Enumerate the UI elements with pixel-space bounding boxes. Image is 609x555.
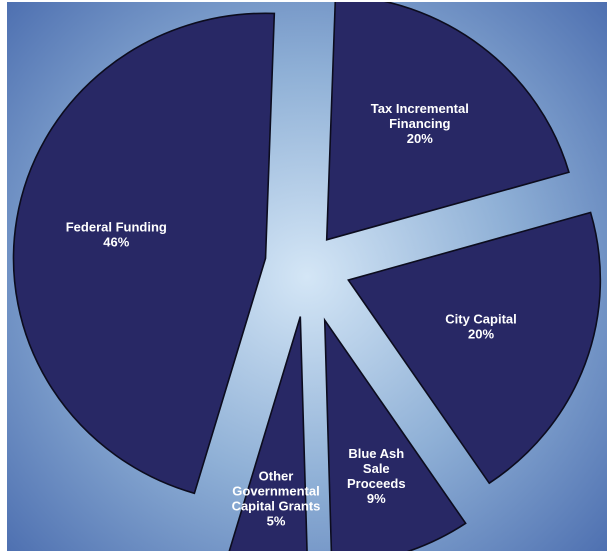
pie-slice-label-line: 20% (468, 327, 494, 342)
pie-slice-label-line: 9% (367, 491, 386, 506)
pie-slice-label-line: Proceeds (347, 476, 406, 491)
chart-frame: Tax Incremental Financing 20% City Capital 2… (7, 2, 607, 551)
pie-slice-0 (325, 2, 570, 241)
pie-slice-3 (228, 316, 308, 551)
pie-slice-2 (323, 317, 467, 551)
pie-slice-4 (12, 12, 276, 495)
pie-slice-label-3: Other Governmental Capital Grants 5% (232, 468, 321, 528)
pie-slice-label-line: Sale (363, 461, 390, 476)
pie-slices (12, 2, 602, 551)
pie-slice-label-line: Federal Funding (66, 219, 167, 234)
pie-slice-label-line: 46% (103, 234, 129, 249)
pie-slice-label-line: Financing (389, 116, 450, 131)
pie-slice-label-1: City Capital 20% (445, 312, 517, 342)
pie-slice-label-line: 5% (267, 513, 286, 528)
funding-pie-chart: Tax Incremental Financing 20%City Capital 2… (7, 2, 607, 551)
pie-slice-label-4: Federal Funding 46% (66, 219, 167, 249)
pie-slice-label-line: Tax Incremental (371, 101, 469, 116)
pie-slice-1 (347, 211, 602, 485)
pie-slice-label-line: Capital Grants (232, 498, 321, 513)
pie-slice-label-0: Tax Incremental Financing 20% (371, 101, 469, 146)
pie-slice-label-line: Other (259, 468, 294, 483)
pie-slice-label-2: Blue Ash Sale Proceeds 9% (347, 446, 406, 506)
pie-slice-label-line: Governmental (232, 483, 319, 498)
pie-slice-label-line: Blue Ash (348, 446, 404, 461)
pie-slice-label-line: City Capital (445, 312, 517, 327)
pie-slice-label-line: 20% (407, 131, 433, 146)
pie-labels: Tax Incremental Financing 20%City Capital 2… (66, 101, 517, 528)
